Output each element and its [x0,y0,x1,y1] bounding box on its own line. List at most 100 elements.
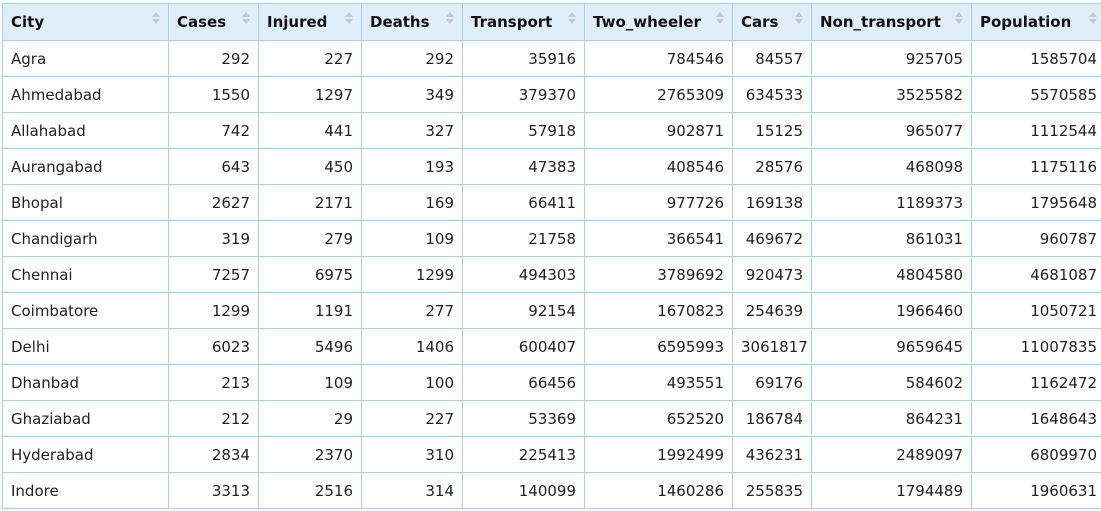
table-cell-injured: 6975 [259,257,362,293]
table-cell-injured: 227 [259,41,362,77]
sort-updown-icon[interactable] [1089,12,1097,24]
table-cell-injured: 5496 [259,329,362,365]
table-cell-injured: 2516 [259,473,362,509]
sort-ascending-arrow-icon [568,12,576,17]
table-cell-injured: 29 [259,401,362,437]
table-cell-population: 1585704 [972,41,1101,77]
table-cell-non_transport: 864231 [812,401,972,437]
sort-descending-arrow-icon [345,19,353,24]
sort-updown-icon[interactable] [716,12,724,24]
table-cell-population: 1795648 [972,185,1101,221]
sort-updown-icon[interactable] [152,12,160,24]
sort-updown-icon[interactable] [795,12,803,24]
table-cell-transport: 47383 [463,149,585,185]
table-cell-deaths: 327 [362,113,463,149]
column-header-deaths[interactable]: Deaths [362,4,463,41]
sort-ascending-arrow-icon [1089,12,1097,17]
table-cell-cars: 254639 [733,293,812,329]
table-cell-injured: 279 [259,221,362,257]
table-cell-non_transport: 3525582 [812,77,972,113]
table-cell-deaths: 169 [362,185,463,221]
sort-updown-icon[interactable] [955,12,963,24]
column-header-cases[interactable]: Cases [169,4,259,41]
sort-descending-arrow-icon [716,19,724,24]
sort-ascending-arrow-icon [152,12,160,17]
column-header-injured[interactable]: Injured [259,4,362,41]
sort-descending-arrow-icon [568,19,576,24]
table-cell-city: Delhi [3,329,169,365]
table-cell-non_transport: 4804580 [812,257,972,293]
table-cell-non_transport: 965077 [812,113,972,149]
table-cell-cars: 634533 [733,77,812,113]
table-cell-city: Bhopal [3,185,169,221]
sort-ascending-arrow-icon [955,12,963,17]
table-cell-population: 960787 [972,221,1101,257]
table-cell-injured: 2370 [259,437,362,473]
table-cell-cars: 69176 [733,365,812,401]
table-cell-deaths: 292 [362,41,463,77]
column-header-label: Injured [267,13,327,31]
table-cell-non_transport: 1189373 [812,185,972,221]
table-cell-cases: 742 [169,113,259,149]
sort-ascending-arrow-icon [716,12,724,17]
table-cell-deaths: 277 [362,293,463,329]
table-cell-non_transport: 1966460 [812,293,972,329]
sort-ascending-arrow-icon [242,12,250,17]
column-header-two_wheeler[interactable]: Two_wheeler [585,4,733,41]
column-header-label: Two_wheeler [593,13,701,31]
column-header-label: Deaths [370,13,430,31]
table-cell-deaths: 100 [362,365,463,401]
table-cell-injured: 1191 [259,293,362,329]
table-cell-injured: 441 [259,113,362,149]
sort-ascending-arrow-icon [345,12,353,17]
table-cell-population: 6809970 [972,437,1101,473]
table-cell-transport: 600407 [463,329,585,365]
table-cell-city: Chandigarh [3,221,169,257]
table-cell-cars: 3061817 [733,329,812,365]
table-cell-non_transport: 584602 [812,365,972,401]
column-header-label: Population [980,13,1071,31]
table-cell-cases: 212 [169,401,259,437]
table-cell-city: Ahmedabad [3,77,169,113]
table-cell-non_transport: 925705 [812,41,972,77]
column-header-city[interactable]: City [3,4,169,41]
table-cell-city: Indore [3,473,169,509]
column-header-population[interactable]: Population [972,4,1101,41]
column-header-label: Non_transport [820,13,941,31]
table-cell-two_wheeler: 3789692 [585,257,733,293]
table-cell-transport: 379370 [463,77,585,113]
table-cell-city: Chennai [3,257,169,293]
sort-updown-icon[interactable] [446,12,454,24]
table-cell-cars: 84557 [733,41,812,77]
table-cell-city: Coimbatore [3,293,169,329]
table-cell-city: Hyderabad [3,437,169,473]
table-cell-city: Allahabad [3,113,169,149]
table-cell-two_wheeler: 493551 [585,365,733,401]
sort-updown-icon[interactable] [568,12,576,24]
table-cell-injured: 450 [259,149,362,185]
table-cell-two_wheeler: 784546 [585,41,733,77]
column-header-non_transport[interactable]: Non_transport [812,4,972,41]
table-cell-transport: 494303 [463,257,585,293]
sort-updown-icon[interactable] [242,12,250,24]
table-cell-cars: 169138 [733,185,812,221]
column-header-transport[interactable]: Transport [463,4,585,41]
table-cell-two_wheeler: 1670823 [585,293,733,329]
table-cell-two_wheeler: 1992499 [585,437,733,473]
table-cell-city: Dhanbad [3,365,169,401]
column-header-cars[interactable]: Cars [733,4,812,41]
table-cell-cases: 7257 [169,257,259,293]
table-cell-transport: 53369 [463,401,585,437]
table-cell-two_wheeler: 366541 [585,221,733,257]
table-cell-deaths: 1299 [362,257,463,293]
sort-updown-icon[interactable] [345,12,353,24]
